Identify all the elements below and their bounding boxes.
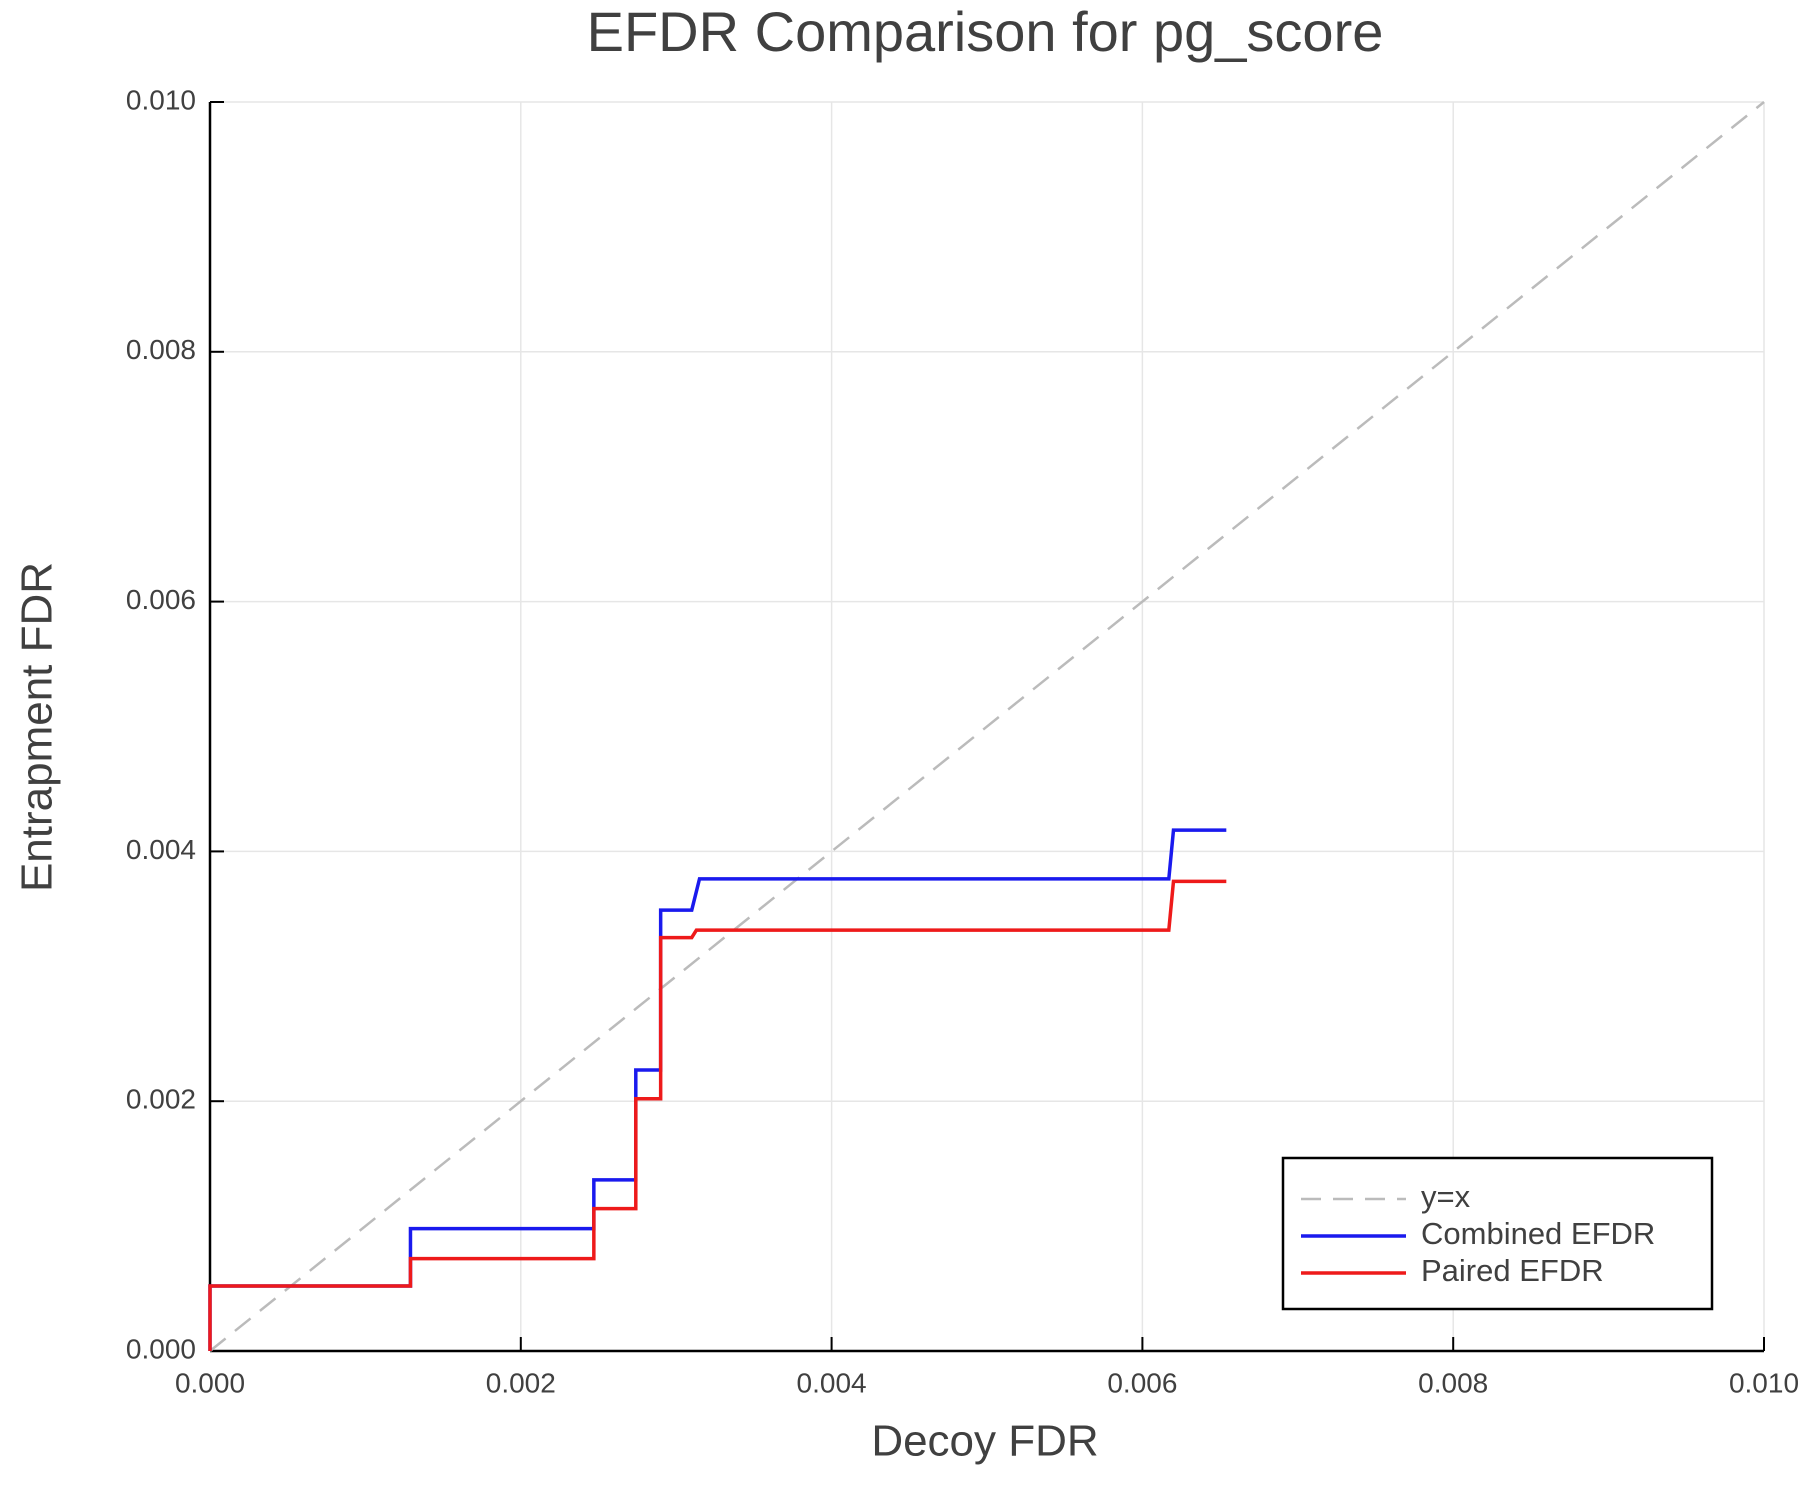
y-axis-label: Entrapment FDR [13,562,62,892]
y-tick-label: 0.010 [126,84,196,115]
x-tick-label: 0.004 [797,1367,867,1398]
y-tick-label: 0.000 [126,1333,196,1364]
y-tick-label: 0.004 [126,834,196,865]
x-tick-label: 0.008 [1418,1367,1488,1398]
series-line [209,101,1765,1352]
x-tick-label: 0.010 [1729,1367,1799,1398]
y-tick-label: 0.002 [126,1084,196,1115]
legend-label: Paired EFDR [1421,1253,1604,1288]
series-line [208,879,1227,1351]
x-tick-label: 0.006 [1107,1367,1177,1398]
y-tick-label: 0.008 [126,334,196,365]
y-tick-label: 0.006 [126,584,196,615]
chart-title: EFDR Comparison for pg_score [587,0,1384,63]
x-tick-label: 0.002 [486,1367,556,1398]
x-tick-label: 0.000 [175,1367,245,1398]
series-line [208,828,1227,1351]
legend-box [1281,1156,1714,1311]
legend-label: y=x [1421,1179,1471,1214]
legend-label: Combined EFDR [1421,1216,1655,1251]
x-axis-label: Decoy FDR [871,1417,1098,1466]
